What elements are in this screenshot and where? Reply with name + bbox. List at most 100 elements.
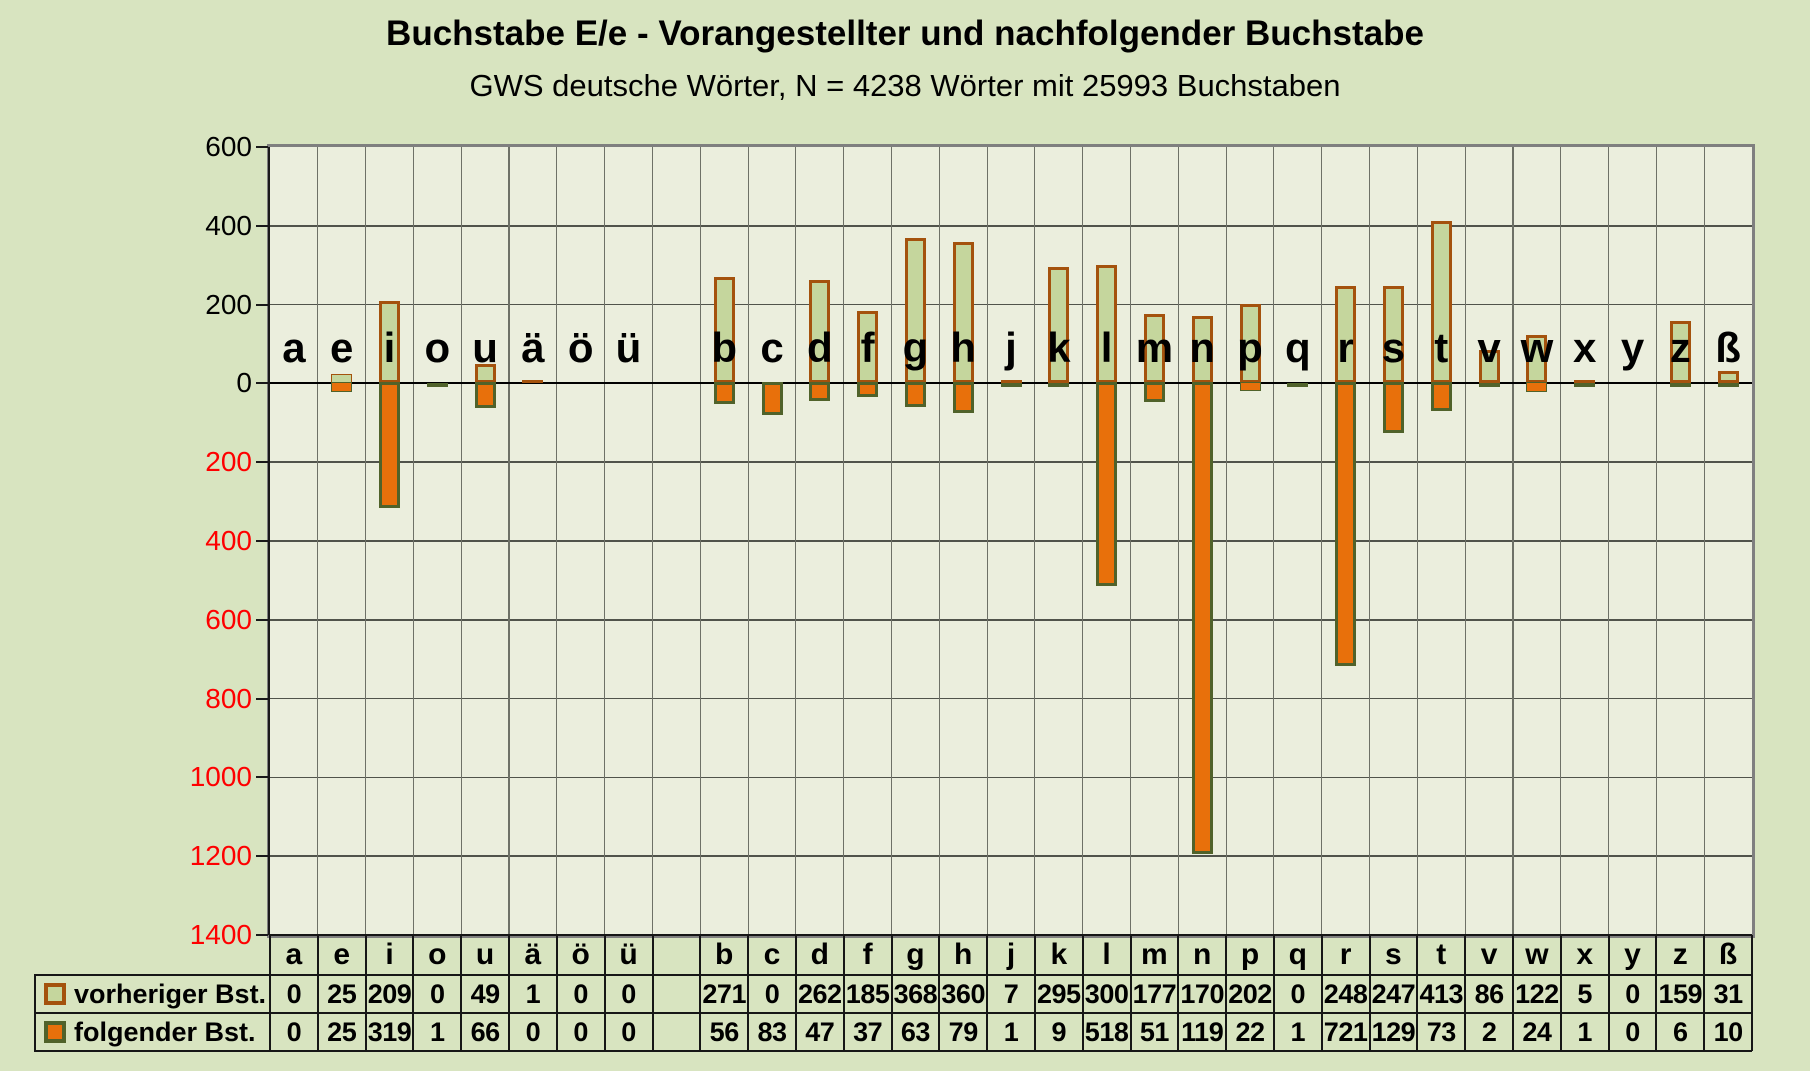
table-line-v30 — [1703, 935, 1706, 1051]
y-axis-tick — [256, 540, 268, 542]
v-gridline — [365, 147, 367, 935]
y-axis-tick — [256, 697, 268, 700]
table-value-folgender-j: 1 — [1003, 1017, 1019, 1047]
table-line-v26 — [1512, 935, 1514, 1051]
category-letter-g: g — [902, 324, 929, 371]
category-letter-k: k — [1047, 324, 1071, 371]
chart-title: Buchstabe E/e - Vorangestellter und nach… — [386, 14, 1424, 53]
category-letter-a: a — [282, 324, 306, 371]
table-letter-cell-o: o — [428, 938, 447, 971]
v-gridline — [1273, 147, 1275, 935]
table-letter-cell-u: u — [475, 938, 495, 971]
table-value-vorheriger-b: 271 — [702, 979, 746, 1009]
v-gridline — [1368, 147, 1371, 935]
v-gridline — [843, 147, 845, 935]
table-value-folgender-x: 1 — [1577, 1017, 1592, 1047]
bar-vorheriger-ß — [1717, 371, 1739, 384]
table-letter-cell-e: e — [333, 938, 351, 971]
h-gridline — [270, 855, 1752, 857]
category-letter-m: m — [1135, 324, 1174, 371]
bar-folgender-m — [1143, 382, 1165, 403]
table-value-folgender-e: 25 — [327, 1017, 357, 1047]
table-value-vorheriger-m: 177 — [1132, 979, 1177, 1009]
bar-vorheriger-d — [809, 280, 831, 384]
table-letter-cell-y: y — [1624, 938, 1641, 971]
table-value-vorheriger-n: 170 — [1180, 979, 1224, 1009]
table-value-vorheriger-a: 0 — [286, 979, 302, 1009]
category-letter-ä: ä — [521, 324, 545, 371]
y-axis-tick — [256, 618, 268, 621]
table-value-vorheriger-d: 262 — [798, 979, 842, 1009]
table-line-v3 — [412, 935, 415, 1051]
table-line-v24 — [1416, 935, 1419, 1051]
bar-folgender-n — [1191, 382, 1213, 854]
table-value-folgender-c: 83 — [757, 1017, 787, 1047]
bar-folgender-k — [1048, 383, 1070, 387]
v-gridline — [1416, 147, 1418, 935]
y-axis-tick — [256, 224, 268, 227]
y-axis-tick — [256, 382, 268, 385]
v-gridline — [604, 147, 606, 935]
table-letter-cell-b: b — [715, 938, 734, 971]
table-value-folgender-b: 56 — [709, 1017, 740, 1047]
bar-folgender-z — [1669, 383, 1691, 387]
y-axis-tick — [256, 303, 268, 306]
bar-folgender-o — [426, 383, 448, 387]
category-letter-e: e — [330, 324, 354, 371]
legend-swatch-folgender-bst — [44, 1021, 66, 1043]
table-line-v25 — [1464, 935, 1467, 1051]
table-letter-cell-ä: ä — [524, 938, 542, 971]
table-line-v13 — [890, 935, 893, 1051]
table-letter-cell-l: l — [1102, 938, 1111, 971]
category-letter-u: u — [472, 324, 498, 371]
table-value-vorheriger-w: 122 — [1515, 979, 1559, 1009]
v-gridline — [747, 147, 749, 935]
table-value-vorheriger-v: 86 — [1474, 979, 1505, 1009]
bar-folgender-c — [761, 382, 783, 416]
table-value-folgender-s: 129 — [1371, 1017, 1416, 1047]
table-value-vorheriger-ß: 31 — [1713, 979, 1744, 1009]
bar-vorheriger-p — [1239, 303, 1261, 384]
table-value-folgender-r: 721 — [1323, 1017, 1368, 1047]
table-value-folgender-l: 518 — [1084, 1017, 1129, 1047]
bar-folgender-p — [1239, 382, 1261, 392]
table-letter-cell-g: g — [906, 938, 925, 971]
h-gridline — [270, 697, 1752, 700]
y-axis-tick — [256, 146, 268, 148]
y-axis-tick — [256, 461, 268, 464]
bar-vorheriger-l — [1096, 265, 1118, 384]
bar-vorheriger-m — [1143, 313, 1165, 384]
v-gridline — [1655, 147, 1657, 935]
table-line-v27 — [1559, 935, 1562, 1051]
bar-folgender-i — [379, 382, 400, 509]
table-line-v17 — [1081, 935, 1084, 1051]
v-gridline — [938, 147, 940, 935]
table-value-folgender-u: 66 — [470, 1017, 501, 1047]
v-gridline — [1225, 147, 1227, 935]
bar-folgender-d — [809, 382, 831, 401]
table-letter-cell-blank — [653, 935, 701, 975]
y-axis-label-neg-400: 400 — [205, 525, 252, 556]
table-line-v10 — [747, 935, 750, 1051]
table-value-vorheriger-l: 300 — [1084, 979, 1129, 1009]
bar-folgender-v — [1478, 383, 1500, 387]
table-letter-cell-x: x — [1576, 938, 1594, 971]
table-letter-cell-h: h — [954, 938, 973, 971]
h-gridline — [270, 776, 1752, 779]
table-line-v18 — [1129, 935, 1132, 1051]
v-gridline — [1129, 147, 1132, 935]
v-gridline — [1034, 147, 1036, 935]
v-gridline — [1464, 147, 1466, 935]
bar-folgender-l — [1096, 382, 1118, 587]
table-value-folgender-d: 47 — [805, 1017, 835, 1047]
bar-vorheriger-s — [1383, 286, 1404, 384]
table-line-v31 — [1751, 935, 1753, 1051]
bar-folgender-q — [1287, 383, 1309, 387]
table-letter-cell-r: r — [1339, 938, 1352, 971]
category-letter-ß: ß — [1715, 324, 1741, 371]
category-letter-j: j — [1005, 324, 1017, 371]
table-value-folgender-o: 1 — [430, 1017, 445, 1047]
table-value-folgender-w: 24 — [1522, 1017, 1552, 1047]
table-letter-cell-ß: ß — [1718, 938, 1738, 971]
